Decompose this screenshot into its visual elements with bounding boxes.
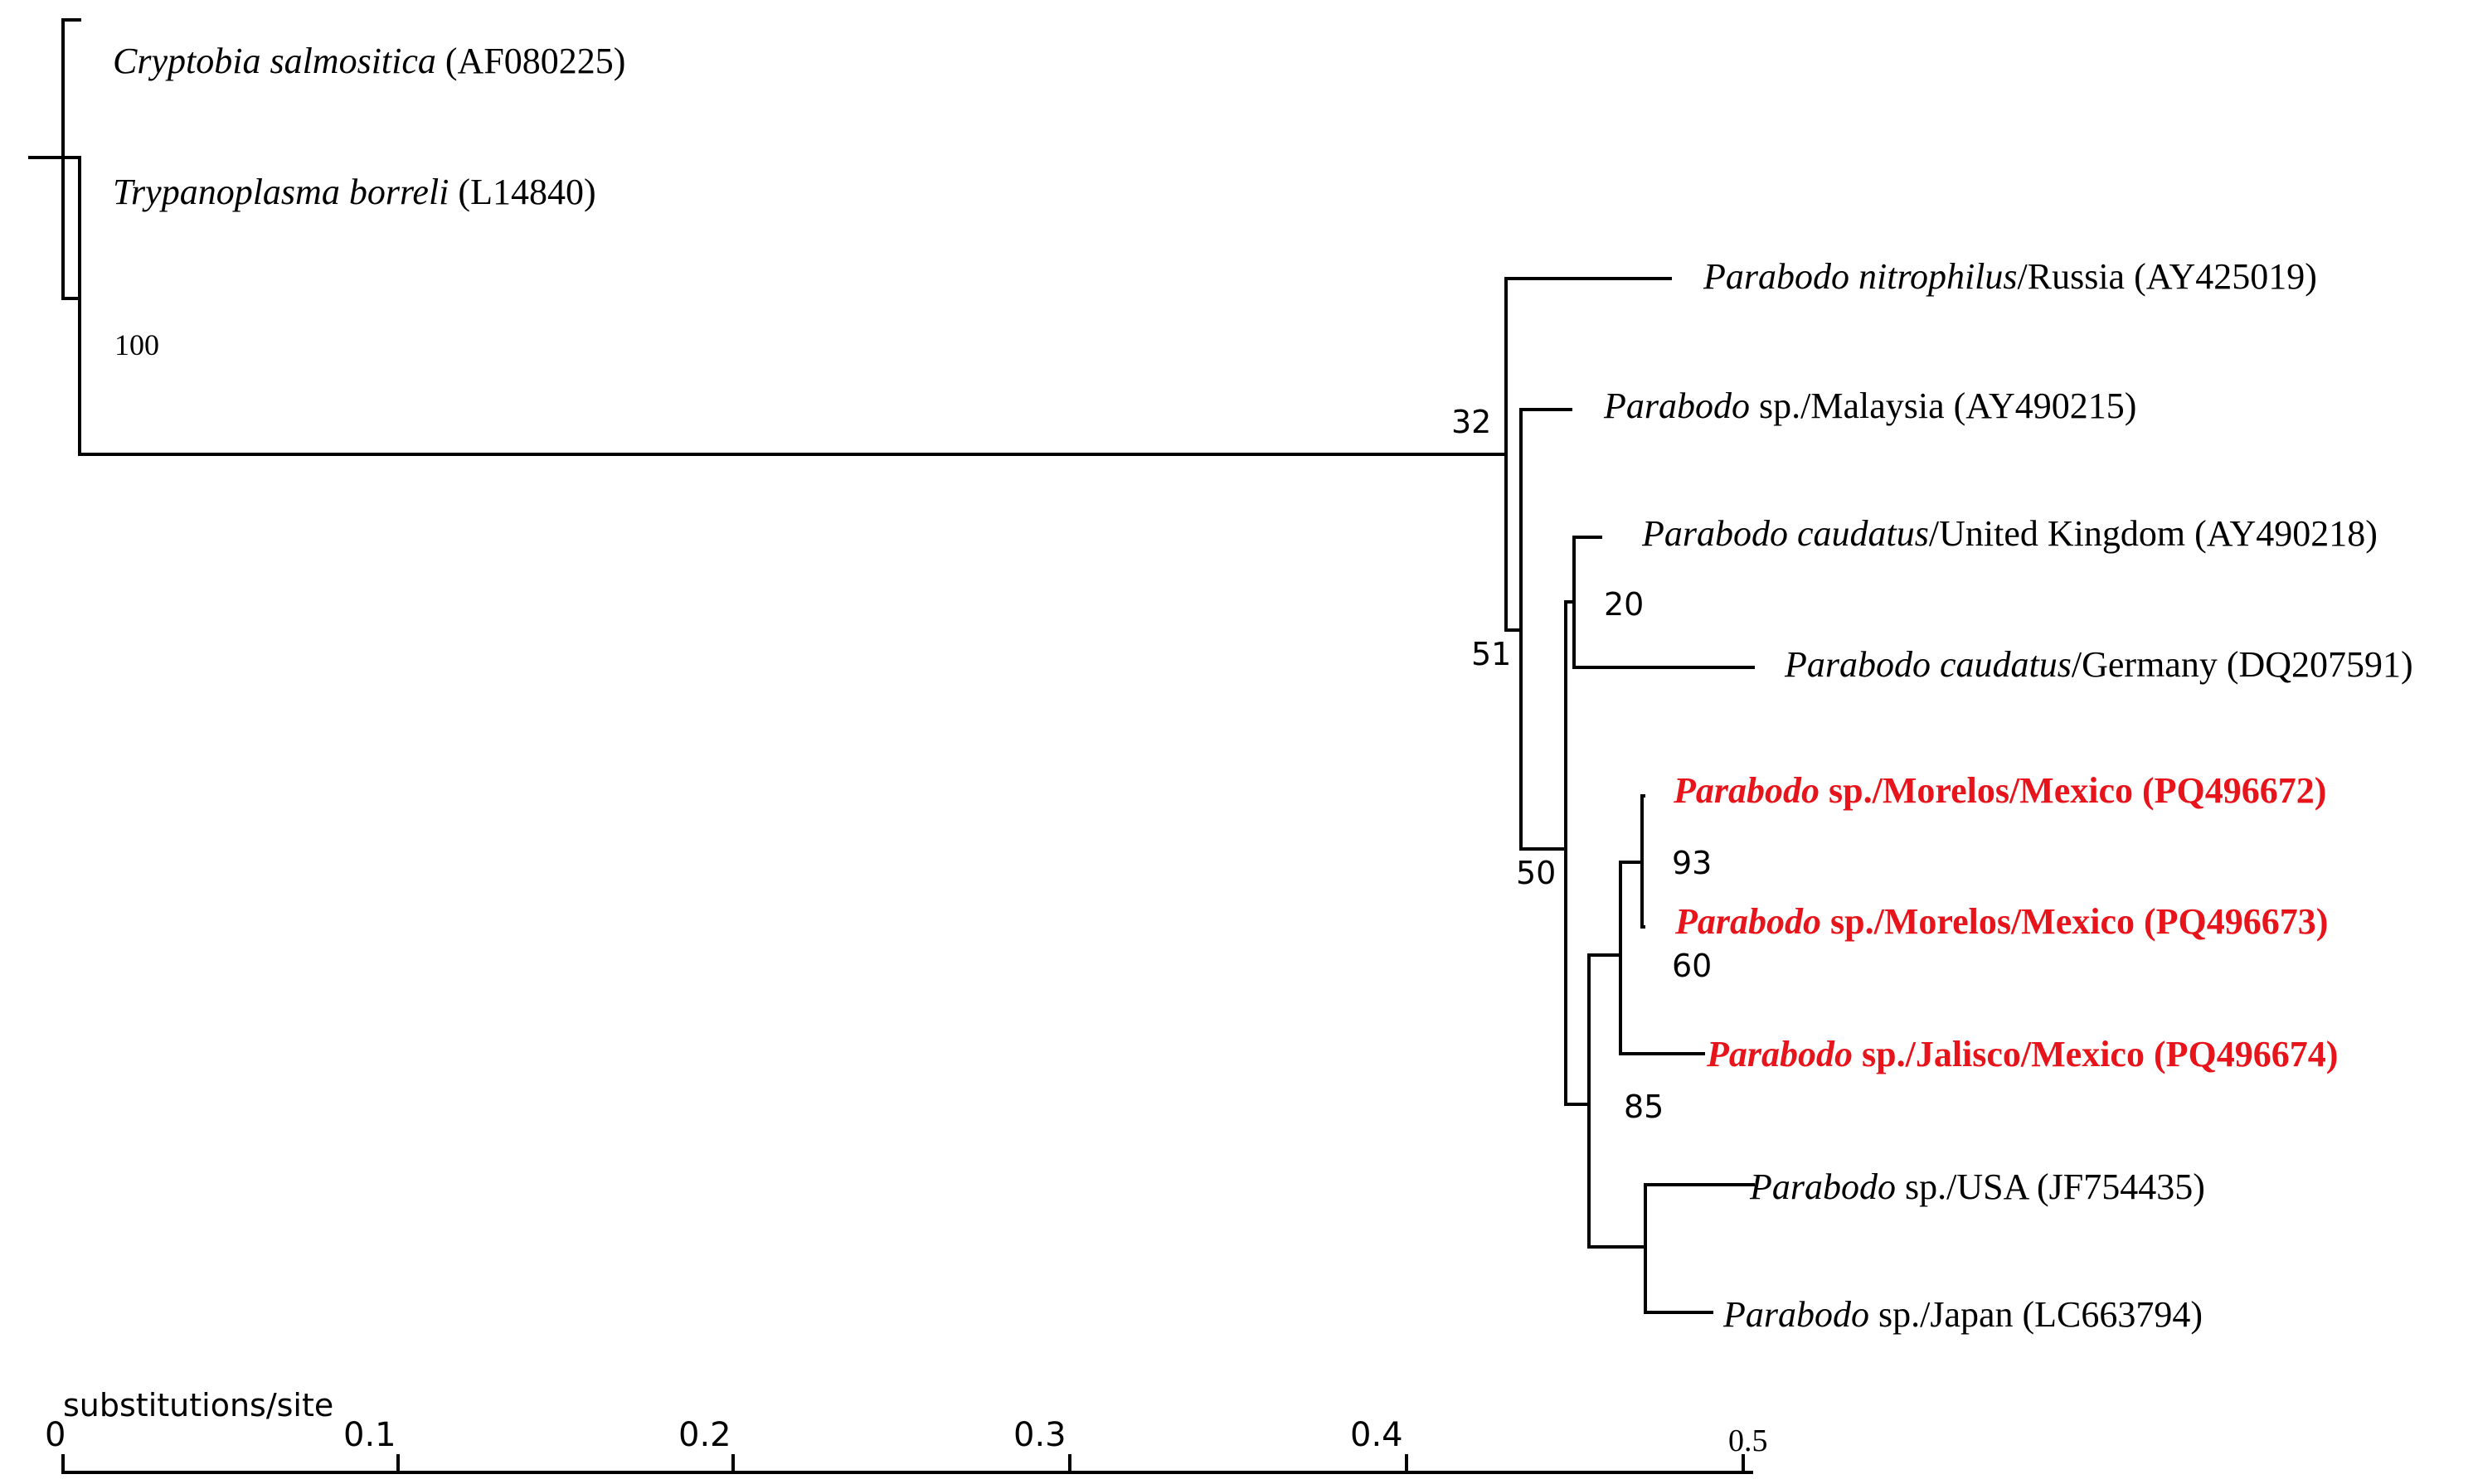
scale-tick-label: 0.4 — [1350, 1416, 1403, 1454]
bootstrap-value: 51 — [1471, 636, 1511, 672]
taxon-label-highlighted: Parabodo sp./Morelos/Mexico (PQ496673) — [1674, 901, 2328, 942]
bootstrap-value: 60 — [1672, 948, 1712, 984]
taxon-label: Trypanoplasma borreli (L14840) — [113, 172, 596, 212]
tree-branches — [28, 18, 1755, 1314]
taxon-label: Parabodo sp./Japan (LC663794) — [1722, 1294, 2203, 1335]
scale-axis-label: substitutions/site — [63, 1387, 333, 1423]
scale-tick-label: 0 — [45, 1416, 66, 1454]
bootstrap-value: 50 — [1516, 855, 1556, 891]
bootstrap-value: 20 — [1604, 586, 1644, 623]
taxon-label: Cryptobia salmositica (AF080225) — [113, 41, 625, 81]
scale-axis: substitutions/site 0 0.1 0.2 0.3 0.4 0.5 — [45, 1387, 1768, 1474]
taxon-label: Parabodo sp./USA (JF754435) — [1749, 1166, 2205, 1207]
taxon-label: Parabodo sp./Malaysia (AY490215) — [1603, 386, 2136, 426]
bootstrap-value: 32 — [1451, 404, 1491, 440]
taxon-label: Parabodo caudatus/Germany (DQ207591) — [1784, 644, 2413, 685]
bootstrap-values: 100 32 51 20 50 93 60 85 — [114, 328, 1712, 1125]
taxon-label: Parabodo caudatus/United Kingdom (AY4902… — [1641, 513, 2378, 554]
scale-tick-label: 0.2 — [678, 1416, 731, 1454]
taxon-labels: Cryptobia salmositica (AF080225) Trypano… — [113, 41, 2413, 1335]
bootstrap-value: 85 — [1624, 1089, 1664, 1125]
bootstrap-value: 93 — [1672, 845, 1712, 881]
scale-tick-label: 0.3 — [1013, 1416, 1066, 1454]
bootstrap-value: 100 — [114, 328, 159, 361]
taxon-label: Parabodo nitrophilus/Russia (AY425019) — [1703, 256, 2317, 297]
taxon-label-highlighted: Parabodo sp./Morelos/Mexico (PQ496672) — [1673, 770, 2326, 811]
scale-tick-label: 0.1 — [343, 1416, 396, 1454]
taxon-label-highlighted: Parabodo sp./Jalisco/Mexico (PQ496674) — [1706, 1034, 2338, 1074]
scale-tick-label: 0.5 — [1728, 1423, 1768, 1458]
